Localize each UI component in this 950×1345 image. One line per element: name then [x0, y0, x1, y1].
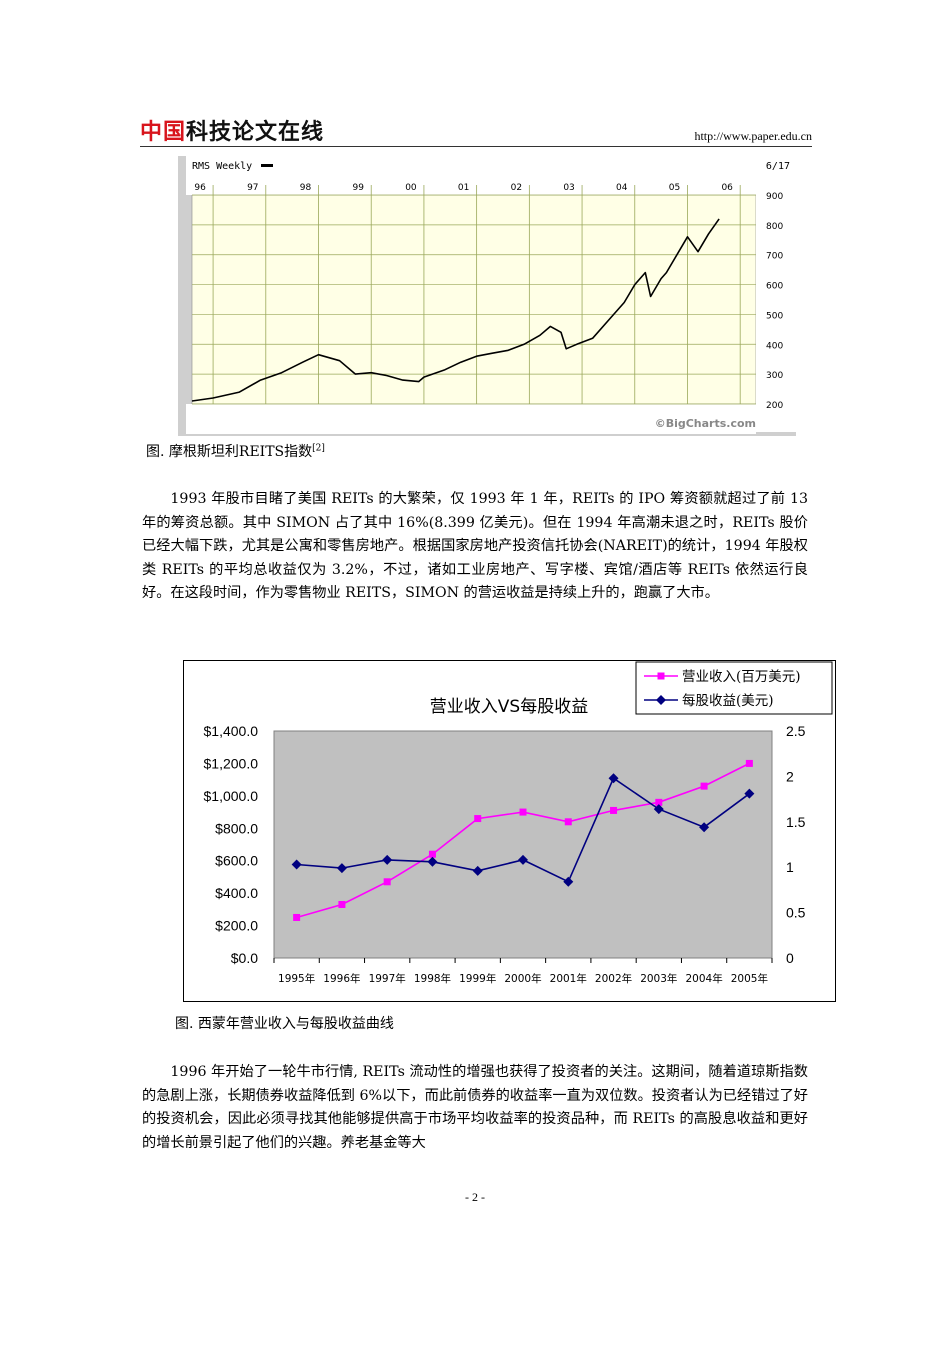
eps-point [744, 788, 755, 799]
y-tick-label: 600 [766, 282, 783, 292]
paragraph-1: 1993 年股市目睹了美国 REITs 的大繁荣，仅 1993 年 1 年，RE… [142, 491, 808, 602]
right-tick-label: 1.5 [786, 814, 806, 830]
x-tick-band [186, 178, 756, 195]
revenue-point [519, 808, 527, 816]
revenue-point [428, 850, 436, 858]
y-tick-label: 700 [766, 252, 783, 262]
figure1-caption-text: 图. 摩根斯坦利REITS指数 [146, 444, 313, 460]
eps-point [336, 863, 347, 874]
eps-point [699, 822, 710, 833]
eps-point [518, 854, 528, 865]
y-tick-label: 200 [766, 401, 783, 411]
plot-area [191, 194, 757, 405]
y-tick-label: 800 [766, 222, 783, 232]
x-tick-label: 05 [669, 183, 680, 193]
reits-index-line [191, 218, 720, 402]
page-number: - 2 - [465, 1190, 485, 1204]
header-strip [186, 156, 796, 178]
eps-point [291, 859, 302, 870]
figure1-caption: 图. 摩根斯坦利REITS指数[2] [146, 441, 325, 461]
x-tick-label: 03 [563, 183, 574, 193]
x-tick-label: 04 [616, 183, 628, 193]
left-tick-label: $1,400.0 [204, 723, 259, 739]
paragraph-2: 1996 年开始了一轮牛市行情, REITs 流动性的增强也获得了投资者的关注。… [142, 1064, 808, 1151]
revenue-point [338, 900, 346, 908]
header-url[interactable]: http://www.paper.edu.cn [694, 129, 812, 143]
legend-label: 每股收益(美元) [682, 693, 774, 709]
x-tick-label: 2003年 [640, 972, 677, 985]
date-label: 6/17 [766, 161, 790, 172]
revenue-point [474, 815, 482, 823]
y-tick-label: 400 [766, 341, 783, 351]
x-tick-label: 2004年 [685, 972, 722, 985]
y-tick-band [756, 178, 796, 432]
x-tick-label: 2001年 [550, 972, 587, 985]
y-tick-label: 900 [766, 192, 783, 202]
revenue-point [610, 806, 618, 814]
reits-index-svg: RMS Weekly 6/17 900 800 700 600 500 400 300 200 96… [178, 156, 796, 436]
revenue-point [564, 818, 572, 826]
revenue-eps-chart: 营业收入VS每股收益 $1,400.0 $1,200.0 $1,000.0 $800.0… [183, 660, 836, 1002]
revenue-point [293, 913, 301, 921]
y-tick-label: 300 [766, 371, 783, 381]
panel-label: RMS Weekly [192, 161, 252, 172]
x-tick-label: 1996年 [323, 972, 360, 985]
x-tick-label: 1998年 [414, 972, 451, 985]
chart-title: 营业收入VS每股收益 [430, 697, 588, 717]
revenue-point [745, 759, 753, 767]
right-tick-label: 2.5 [786, 723, 806, 739]
x-tick-label: 97 [247, 183, 258, 193]
figure2-caption: 图. 西蒙年营业收入与每股收益曲线 [175, 1016, 394, 1032]
reits-index-chart: RMS Weekly 6/17 900 800 700 600 500 400 300 200 96… [178, 156, 796, 436]
legend-box [635, 661, 833, 715]
revenue-eps-svg: 营业收入VS每股收益 $1,400.0 $1,200.0 $1,000.0 $800.0… [204, 661, 833, 985]
left-tick-label: $200.0 [215, 918, 258, 934]
eps-point [472, 865, 483, 876]
x-tick-label: 1997年 [369, 972, 406, 985]
x-tick-label: 2002年 [595, 972, 632, 985]
x-tick-label: 96 [194, 183, 206, 193]
left-tick-label: $1,200.0 [204, 755, 259, 771]
x-tick-label: 2005年 [731, 972, 768, 985]
x-tick-label: 98 [300, 183, 312, 193]
revenue-point [655, 798, 663, 806]
legend-swatch [261, 164, 273, 167]
x-tick-label: 1999年 [459, 972, 496, 985]
logo-dark-text: 科技论文在线 [186, 120, 325, 145]
logo-red-text: 中国 [140, 120, 187, 145]
x-tick-label: 02 [511, 183, 522, 193]
eps-point [653, 804, 664, 815]
legend-marker [657, 672, 665, 680]
x-tick-label: 00 [405, 183, 417, 193]
page-header: 中国科技论文在线 http://www.paper.edu.cn [140, 112, 812, 147]
left-tick-label: $400.0 [215, 885, 258, 901]
watermark: ©BigCharts.com [655, 417, 756, 430]
right-tick-label: 2 [786, 768, 794, 784]
x-tick-label: 01 [458, 183, 469, 193]
right-tick-label: 0 [786, 950, 794, 966]
left-tick-label: $600.0 [215, 853, 258, 869]
x-tick-label: 1995年 [278, 972, 315, 985]
eps-point [608, 773, 619, 784]
x-tick-label: 2000年 [504, 972, 541, 985]
left-tick-label: $1,000.0 [204, 788, 259, 804]
eps-point [427, 856, 438, 867]
left-tick-label: $800.0 [215, 820, 258, 836]
y-tick-label: 500 [766, 311, 783, 321]
legend-marker [656, 695, 666, 705]
eps-point [563, 876, 574, 887]
x-tick-label: 99 [352, 183, 364, 193]
plot-area [273, 730, 773, 959]
right-tick-label: 1 [786, 859, 794, 875]
footer-band [186, 404, 756, 434]
revenue-point [383, 878, 391, 886]
legend-label: 营业收入(百万美元) [682, 669, 801, 685]
revenue-point [700, 782, 708, 790]
right-tick-label: 0.5 [786, 905, 806, 921]
x-tick-label: 06 [721, 183, 733, 193]
eps-point [382, 854, 393, 865]
left-tick-label: $0.0 [231, 950, 258, 966]
figure1-caption-ref: [2] [312, 443, 325, 454]
site-logo: 中国科技论文在线 [140, 114, 324, 146]
